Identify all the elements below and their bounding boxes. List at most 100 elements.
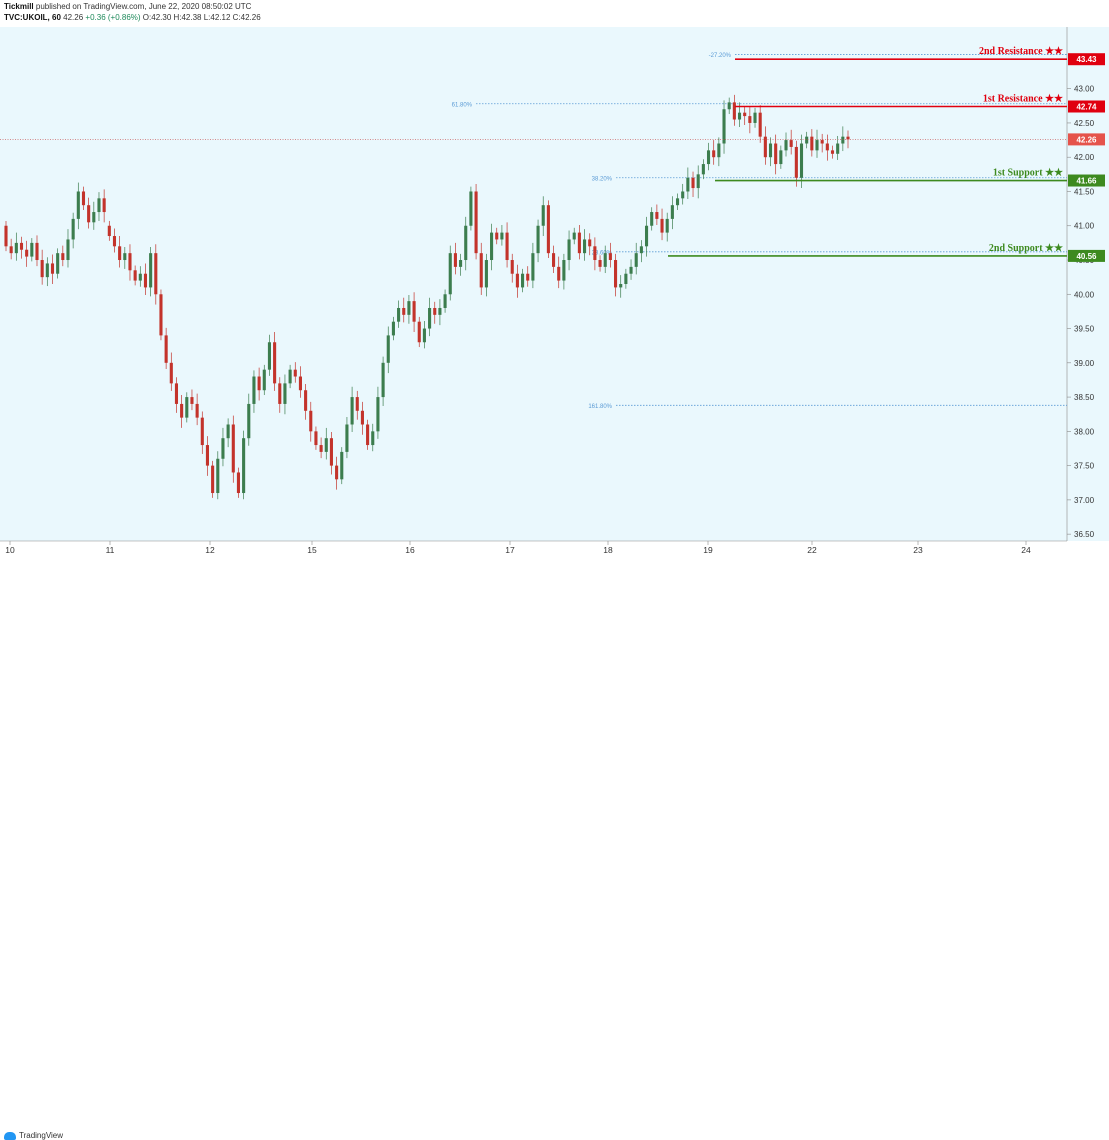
candle-body [743, 112, 747, 117]
candle-body [169, 362, 173, 384]
published-text: published on TradingView.com, June 22, 2… [35, 2, 252, 11]
candle-body [283, 383, 287, 404]
candle-body [205, 445, 210, 466]
candle-body [815, 140, 819, 151]
support-label: 2nd Support ★★ [989, 243, 1063, 254]
candle-body [376, 397, 380, 432]
publisher-name[interactable]: Tickmill [4, 2, 34, 11]
candle-body [293, 369, 297, 377]
candle-body [665, 218, 669, 233]
candle-body [174, 383, 179, 404]
candle-body [102, 198, 106, 213]
y-tick-label: 40.00 [1074, 290, 1095, 299]
candle-body [484, 260, 488, 288]
candle-body [324, 438, 328, 452]
candle-body [273, 342, 277, 384]
candle-body [799, 143, 804, 178]
candle-body [97, 198, 101, 213]
candle-body [650, 212, 654, 226]
candle-body [35, 242, 39, 261]
candle-body [691, 177, 695, 189]
symbol-label[interactable]: TVC:UKOIL, 60 [4, 13, 61, 22]
support-price-label: 41.66 [1076, 177, 1097, 186]
candle-body [164, 335, 168, 363]
candle-body [133, 270, 137, 281]
candle-body [247, 403, 251, 439]
candle-body [257, 376, 261, 391]
candle-body [4, 225, 8, 247]
candle-body [50, 263, 55, 274]
candle-body [231, 424, 235, 473]
candle-body [567, 239, 571, 261]
candle-body [236, 472, 241, 494]
candle-body [45, 263, 49, 278]
support-price-tag [1068, 249, 1105, 262]
support-price-label: 40.56 [1076, 252, 1097, 261]
candle-body [422, 328, 426, 343]
publish-line: Tickmill published on TradingView.com, J… [4, 2, 251, 11]
candle-body [355, 397, 359, 411]
tradingview-logo[interactable]: TradingView [4, 1131, 63, 1140]
candle-body [686, 177, 690, 192]
candle-body [417, 321, 421, 343]
candle-body [490, 232, 494, 261]
fib-label: 23.60% [592, 250, 613, 256]
candle-body [577, 232, 581, 254]
ohlc-values: O:42.30 H:42.38 L:42.12 C:42.26 [142, 13, 261, 22]
x-tick-label: 16 [405, 545, 415, 555]
candle-body [242, 438, 246, 494]
candle-body [366, 424, 370, 446]
candle-body [221, 438, 225, 459]
candle-body [360, 410, 364, 425]
candle-body [474, 191, 478, 254]
candle-body [9, 246, 13, 254]
plot-background [0, 27, 1067, 541]
candle-body [433, 307, 437, 315]
candle-body [329, 438, 333, 466]
y-tick-label: 42.00 [1074, 153, 1095, 162]
candle-body [216, 458, 220, 494]
candle-body [774, 143, 778, 165]
candle-body [536, 225, 540, 254]
candle-body [583, 239, 587, 254]
candle-body [748, 116, 752, 123]
candle-body [30, 242, 34, 257]
candle-body [14, 242, 18, 254]
support-price-tag [1068, 174, 1105, 187]
price-chart[interactable]: 36.50 37.00 37.50 38.00 38.50 39.00 39.50 40.00… [0, 0, 1109, 564]
candle-body [76, 191, 80, 219]
x-tick-label: 23 [913, 545, 923, 555]
x-tick-label: 11 [106, 545, 115, 555]
candle-body [696, 174, 700, 189]
x-tick-label: 17 [505, 545, 515, 555]
candle-body [335, 465, 339, 480]
candle-body [87, 205, 91, 223]
candle-body [557, 266, 561, 281]
candle-body [515, 273, 519, 288]
y-tick-label: 42.50 [1074, 119, 1095, 128]
candle-body [428, 307, 432, 329]
resistance-price-label: 43.43 [1076, 55, 1097, 64]
candle-body [681, 191, 685, 199]
candle-body [526, 273, 530, 281]
candle-body [805, 136, 809, 144]
candle-body [670, 205, 674, 219]
candle-body [820, 140, 824, 144]
candle-body [298, 376, 302, 391]
candle-body [541, 205, 545, 226]
candle-body [118, 246, 122, 261]
candle-body [138, 273, 142, 281]
candle-body [304, 390, 308, 411]
candle-body [469, 191, 473, 226]
candle-body [753, 112, 757, 123]
resistance-price-tag [1068, 53, 1105, 66]
candle-body [789, 140, 793, 147]
support-resistance-levels: 2nd Resistance ★★ 43.43 1st Resistance ★★ 4… [668, 46, 1105, 262]
footer: TradingView [0, 564, 1109, 1140]
candle-body [92, 212, 96, 223]
candle-body [314, 431, 318, 446]
candle-body [81, 191, 86, 206]
candle-body [531, 253, 535, 281]
resistance-price-label: 42.74 [1076, 102, 1097, 111]
candle-body [252, 376, 256, 404]
